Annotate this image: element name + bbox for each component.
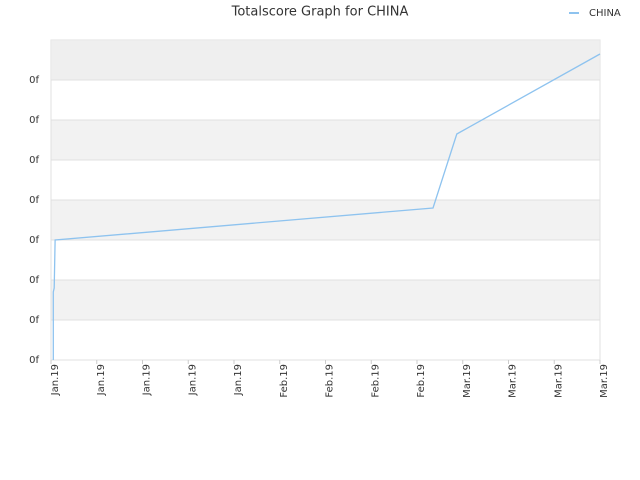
x-tick-label: Feb.19 (325, 364, 336, 398)
x-tick-label: Jan.19 (233, 364, 244, 396)
top-band (51, 40, 600, 80)
y-tick-label: 0f (29, 355, 39, 366)
grid-band (51, 280, 600, 320)
x-tick-label: Jan.19 (96, 364, 107, 396)
y-tick-label: 0f (29, 235, 39, 246)
y-tick-label: 0f (29, 155, 39, 166)
grid-band (51, 320, 600, 360)
x-tick-label: Mar.19 (553, 364, 564, 398)
grid-band (51, 160, 600, 200)
x-tick-label: Feb.19 (279, 364, 290, 398)
x-tick-label: Jan.19 (142, 364, 153, 396)
grid-band (51, 80, 600, 120)
y-tick-label: 0f (29, 275, 39, 286)
y-tick-label: 0f (29, 115, 39, 126)
x-tick-label: Jan.19 (187, 364, 198, 396)
x-tick-label: Mar.19 (599, 364, 610, 398)
y-tick-label: 0f (29, 195, 39, 206)
series-line (52, 53, 601, 360)
grid-band (51, 240, 600, 280)
x-tick-label: Mar.19 (462, 364, 473, 398)
x-tick-label: Feb.19 (370, 364, 381, 398)
grid-band (51, 120, 600, 160)
y-tick-label: 0f (29, 315, 39, 326)
x-tick-label: Jan.19 (50, 364, 61, 396)
grid-band (51, 200, 600, 240)
x-tick-label: Feb.19 (416, 364, 427, 398)
legend-label: CHINA (589, 8, 621, 19)
y-tick-label: 0f (29, 75, 39, 86)
x-tick-label: Mar.19 (508, 364, 519, 398)
chart-title: Totalscore Graph for CHINA (231, 5, 409, 20)
